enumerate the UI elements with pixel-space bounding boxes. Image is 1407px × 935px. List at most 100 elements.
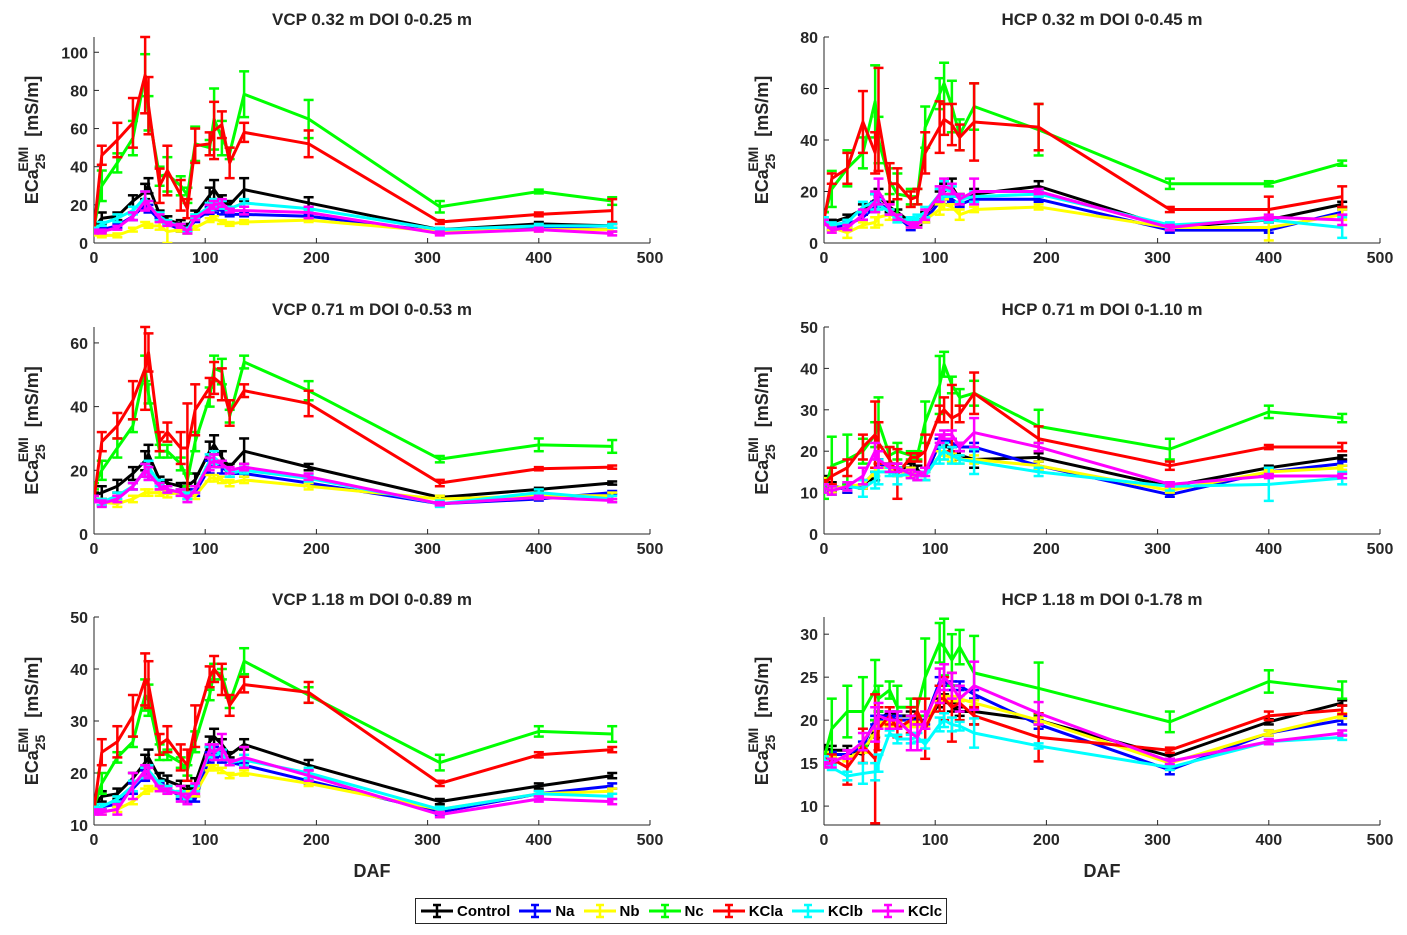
error-bar: [939, 712, 950, 729]
error-bar: [1033, 102, 1044, 152]
series-kclc: [824, 660, 1348, 769]
series-line: [824, 117, 1343, 221]
error-bar: [842, 770, 853, 782]
legend-label: KClc: [907, 902, 943, 920]
series-line: [94, 667, 613, 810]
error-bar: [96, 228, 107, 235]
error-bar: [826, 757, 837, 769]
error-bar: [190, 782, 201, 796]
series-line: [94, 360, 613, 487]
panel-6: HCP 1.18 m DOI 0-1.78 m 0 100 200 300 400 500 1…: [745, 590, 1393, 881]
series-group: [824, 617, 1348, 825]
error-bar: [842, 684, 853, 739]
error-bar: [533, 226, 544, 233]
y-label-main: ECa: [752, 749, 772, 785]
error-bar: [190, 383, 201, 437]
error-bar: [239, 218, 250, 226]
y-tick-label: 20: [70, 198, 88, 215]
error-bar: [1164, 205, 1175, 214]
x-tick-label: 200: [303, 250, 330, 267]
y-tick-label: 30: [800, 627, 818, 644]
error-bar: [857, 433, 868, 461]
error-bar: [946, 429, 957, 441]
error-bar: [969, 82, 980, 162]
error-bar: [190, 215, 201, 222]
x-tick-label: 0: [820, 832, 829, 849]
series-line: [824, 362, 1343, 494]
error-bar: [969, 205, 980, 214]
error-bar: [162, 787, 173, 796]
error-bar: [127, 481, 138, 491]
error-bar: [127, 494, 138, 504]
series-kclc: [824, 177, 1348, 234]
x-tick-label: 300: [414, 832, 441, 849]
error-bar: [857, 221, 868, 229]
error-bar: [1337, 185, 1348, 209]
error-bar: [1033, 700, 1044, 726]
error-bar: [239, 475, 250, 485]
error-bar: [842, 748, 853, 761]
error-bar: [873, 177, 884, 206]
x-tick-label: 400: [525, 541, 552, 558]
error-bar: [1337, 412, 1348, 424]
error-bar: [1164, 757, 1175, 766]
legend-item-kclc: KClc: [871, 902, 942, 920]
error-bar: [912, 187, 923, 206]
legend-item-na: Na: [518, 902, 575, 920]
error-bar: [112, 795, 123, 803]
error-bar: [1263, 710, 1274, 722]
error-bar: [842, 151, 853, 186]
error-bar: [1164, 177, 1175, 191]
error-bar: [1337, 472, 1348, 480]
error-bar: [1263, 443, 1274, 451]
error-bar: [224, 771, 235, 780]
error-bar: [143, 659, 154, 710]
error-bar: [912, 221, 923, 229]
error-bar: [920, 738, 931, 750]
error-bar: [912, 470, 923, 482]
error-bar: [96, 430, 107, 453]
error-bar: [1164, 437, 1175, 461]
x-tick-label: 0: [820, 541, 829, 558]
error-bar: [533, 437, 544, 453]
y-label-subscript: 25: [762, 734, 778, 750]
error-bar: [182, 748, 193, 783]
error-bar: [824, 218, 829, 227]
error-bar: [175, 178, 186, 212]
error-bar: [857, 761, 868, 785]
series-kclc: [94, 190, 618, 237]
error-bar: [434, 478, 445, 488]
y-label-subscript: 25: [762, 153, 778, 169]
x-tick-label: 200: [1033, 832, 1060, 849]
y-tick-label: 40: [70, 160, 88, 177]
error-bar: [1337, 464, 1348, 472]
panel-3: VCP 0.71 m DOI 0-0.53 m 0 100 200 300 400 500 0…: [15, 300, 663, 558]
y-axis-label: ECa25EMI [mS/m]: [15, 657, 48, 786]
error-bar: [182, 228, 193, 235]
error-bar: [873, 449, 884, 470]
legend-swatch-icon: [712, 903, 745, 919]
legend-item-kclb: KClb: [791, 902, 863, 920]
y-tick-label: 20: [70, 463, 88, 480]
x-tick-label: 300: [1144, 541, 1171, 558]
y-axis-label: ECa25EMI [mS/m]: [745, 76, 778, 205]
error-bar: [905, 468, 916, 480]
error-bar: [239, 646, 250, 676]
error-bar: [175, 743, 186, 772]
y-label-superscript: EMI: [745, 437, 761, 462]
error-bar: [434, 500, 445, 507]
error-bar: [1337, 729, 1348, 737]
error-bar: [190, 127, 201, 165]
error-bar: [533, 494, 544, 501]
panel-title: VCP 1.18 m DOI 0-0.89 m: [272, 590, 472, 609]
series-line: [94, 73, 613, 229]
error-bar: [1337, 159, 1348, 167]
legend-swatch-icon: [583, 903, 616, 919]
legend-swatch-icon: [871, 903, 904, 919]
error-bar: [154, 732, 165, 757]
error-bar: [175, 430, 186, 466]
error-bar: [175, 222, 186, 229]
x-tick-label: 100: [922, 832, 949, 849]
y-label-superscript: EMI: [15, 728, 31, 753]
error-bar: [920, 710, 931, 730]
